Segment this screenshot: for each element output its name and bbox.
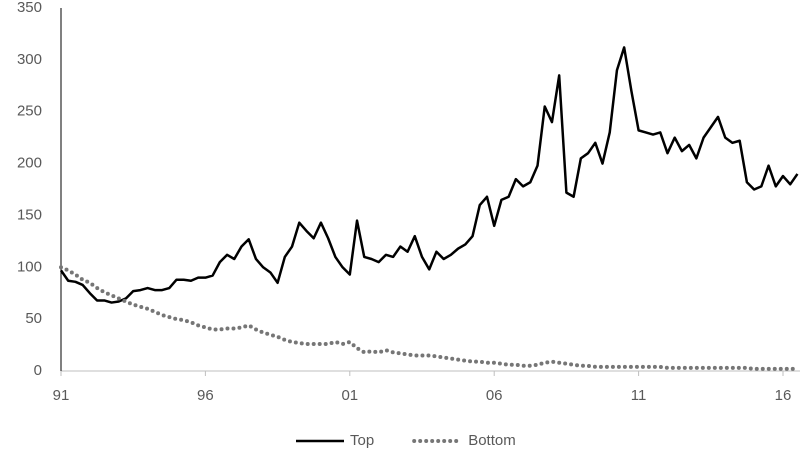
y-tick-label: 100: [17, 258, 42, 275]
x-tick-label: 16: [775, 387, 792, 404]
y-tick-label: 200: [17, 155, 42, 172]
x-tick-label: 06: [486, 387, 503, 404]
legend-label: Bottom: [468, 432, 516, 449]
series-line: [59, 46, 799, 304]
y-tick-label: 150: [17, 206, 42, 223]
y-tick-label: 300: [17, 51, 42, 68]
x-tick-label: 96: [197, 387, 214, 404]
y-tick-label: 250: [17, 103, 42, 120]
x-tick-label: 11: [631, 387, 647, 404]
y-tick-label: 50: [25, 310, 42, 327]
y-tick-label: 0: [34, 362, 42, 379]
x-tick-label: 01: [341, 387, 358, 404]
legend-label: Top: [350, 432, 374, 449]
x-tick-label: 91: [53, 387, 70, 404]
series-line: [59, 265, 800, 371]
y-tick-label: 350: [17, 0, 42, 16]
